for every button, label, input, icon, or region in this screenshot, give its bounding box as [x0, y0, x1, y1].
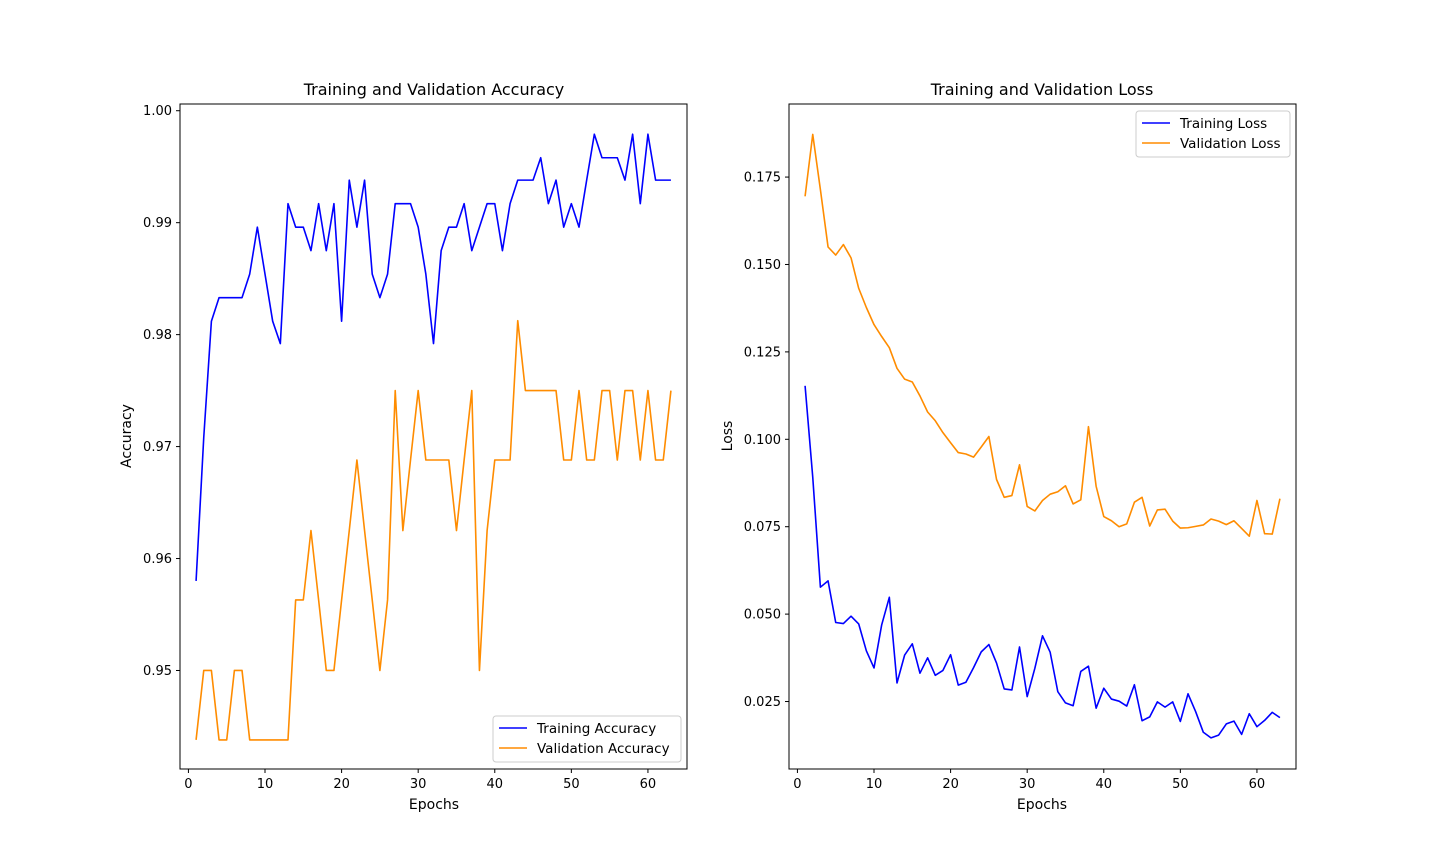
- loss-axis-ticks: 0 10 20 30 40 50 60 0.025 0.050 0.075 0.100 0.125 0.…: [744, 171, 1265, 792]
- loss-x-tick-label: 0: [793, 777, 801, 792]
- loss-y-tick-label: 0.075: [744, 520, 781, 535]
- loss-y-tick-label: 0.125: [744, 345, 781, 360]
- accuracy-series-line-training: [195, 133, 671, 581]
- accuracy-legend: Training Accuracy Validation Accuracy: [492, 715, 682, 763]
- accuracy-x-tick-label: 30: [410, 777, 427, 792]
- accuracy-y-axis-label: Accuracy: [119, 404, 135, 468]
- loss-series-line-validation: [804, 133, 1281, 537]
- loss-y-tick-label: 0.050: [744, 608, 781, 623]
- loss-x-tick-label: 50: [1172, 777, 1189, 792]
- loss-x-tick-label: 20: [942, 777, 959, 792]
- loss-y-axis-label: Loss: [720, 421, 736, 452]
- accuracy-legend-box: [492, 715, 682, 763]
- loss-legend-label: Training Loss: [1179, 116, 1267, 132]
- accuracy-x-tick-label: 40: [486, 777, 503, 792]
- accuracy-series-line-validation: [195, 319, 672, 741]
- loss-chart: Training and Validation Loss Epochs Loss…: [720, 80, 1297, 813]
- loss-x-tick-label: 30: [1019, 777, 1036, 792]
- loss-chart-title: Training and Validation Loss: [930, 80, 1154, 99]
- accuracy-x-tick-label: 60: [640, 777, 657, 792]
- loss-plot-frame: [788, 103, 1297, 770]
- accuracy-plot-frame: [179, 103, 688, 770]
- accuracy-axis-ticks: 0 10 20 30 40 50 60 0.95 0.96 0.97 0.98 0.99 1.00: [143, 104, 656, 792]
- loss-series-lines: [804, 133, 1281, 739]
- accuracy-y-tick-label: 0.98: [143, 328, 172, 343]
- accuracy-series-lines: [195, 133, 672, 741]
- accuracy-x-tick-label: 10: [257, 777, 274, 792]
- accuracy-y-tick-label: 0.96: [143, 552, 172, 567]
- accuracy-y-tick-label: 0.95: [143, 664, 172, 679]
- accuracy-y-tick-label: 0.99: [143, 216, 172, 231]
- loss-x-tick-label: 10: [866, 777, 883, 792]
- loss-series-line-training: [804, 385, 1281, 739]
- loss-y-tick-label: 0.175: [744, 171, 781, 186]
- accuracy-x-tick-label: 0: [184, 777, 192, 792]
- accuracy-x-tick-label: 20: [333, 777, 350, 792]
- loss-legend-box: [1135, 110, 1291, 158]
- accuracy-legend-label: Validation Accuracy: [537, 741, 670, 757]
- loss-x-tick-label: 40: [1095, 777, 1112, 792]
- loss-y-tick-label: 0.025: [744, 695, 781, 710]
- loss-y-tick-label: 0.100: [744, 433, 781, 448]
- loss-legend: Training Loss Validation Loss: [1135, 110, 1291, 158]
- accuracy-x-tick-label: 50: [563, 777, 580, 792]
- accuracy-x-axis-label: Epochs: [409, 797, 459, 813]
- accuracy-y-tick-label: 1.00: [143, 104, 172, 119]
- accuracy-chart: Training and Validation Accuracy Epochs …: [119, 80, 688, 813]
- accuracy-y-tick-label: 0.97: [143, 440, 172, 455]
- loss-x-axis-label: Epochs: [1017, 797, 1067, 813]
- loss-x-tick-label: 60: [1249, 777, 1266, 792]
- accuracy-legend-label: Training Accuracy: [536, 721, 656, 737]
- loss-y-tick-label: 0.150: [744, 258, 781, 273]
- loss-legend-label: Validation Loss: [1180, 136, 1281, 152]
- accuracy-chart-title: Training and Validation Accuracy: [303, 80, 565, 99]
